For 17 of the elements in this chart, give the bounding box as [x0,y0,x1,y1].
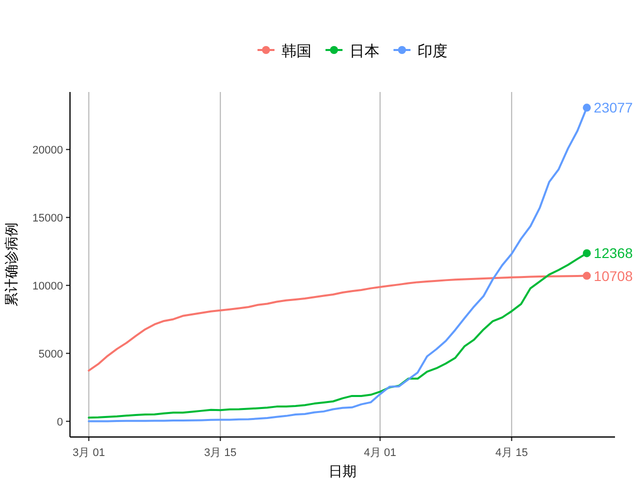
y-tick-label: 10000 [32,280,63,292]
y-tick-label: 20000 [32,144,63,156]
legend-label: 日本 [350,43,380,60]
x-tick-label: 3月 01 [72,447,106,459]
x-axis-title: 日期 [328,463,356,479]
x-tick-label: 4月 15 [495,447,528,459]
annotation: 23077 [594,100,633,116]
legend-label: 印度 [418,43,448,60]
y-tick-label: 15000 [32,212,63,224]
annotation: 10708 [594,268,633,284]
legend-label: 韩国 [282,43,312,60]
y-tick-label: 0 [56,416,63,428]
y-tick-label: 5000 [38,348,63,360]
y-axis-title: 累计确诊病例 [3,222,19,306]
x-tick-label: 4月 01 [364,447,396,459]
x-tick-label: 3月 15 [204,447,237,459]
annotation: 12368 [594,245,633,262]
